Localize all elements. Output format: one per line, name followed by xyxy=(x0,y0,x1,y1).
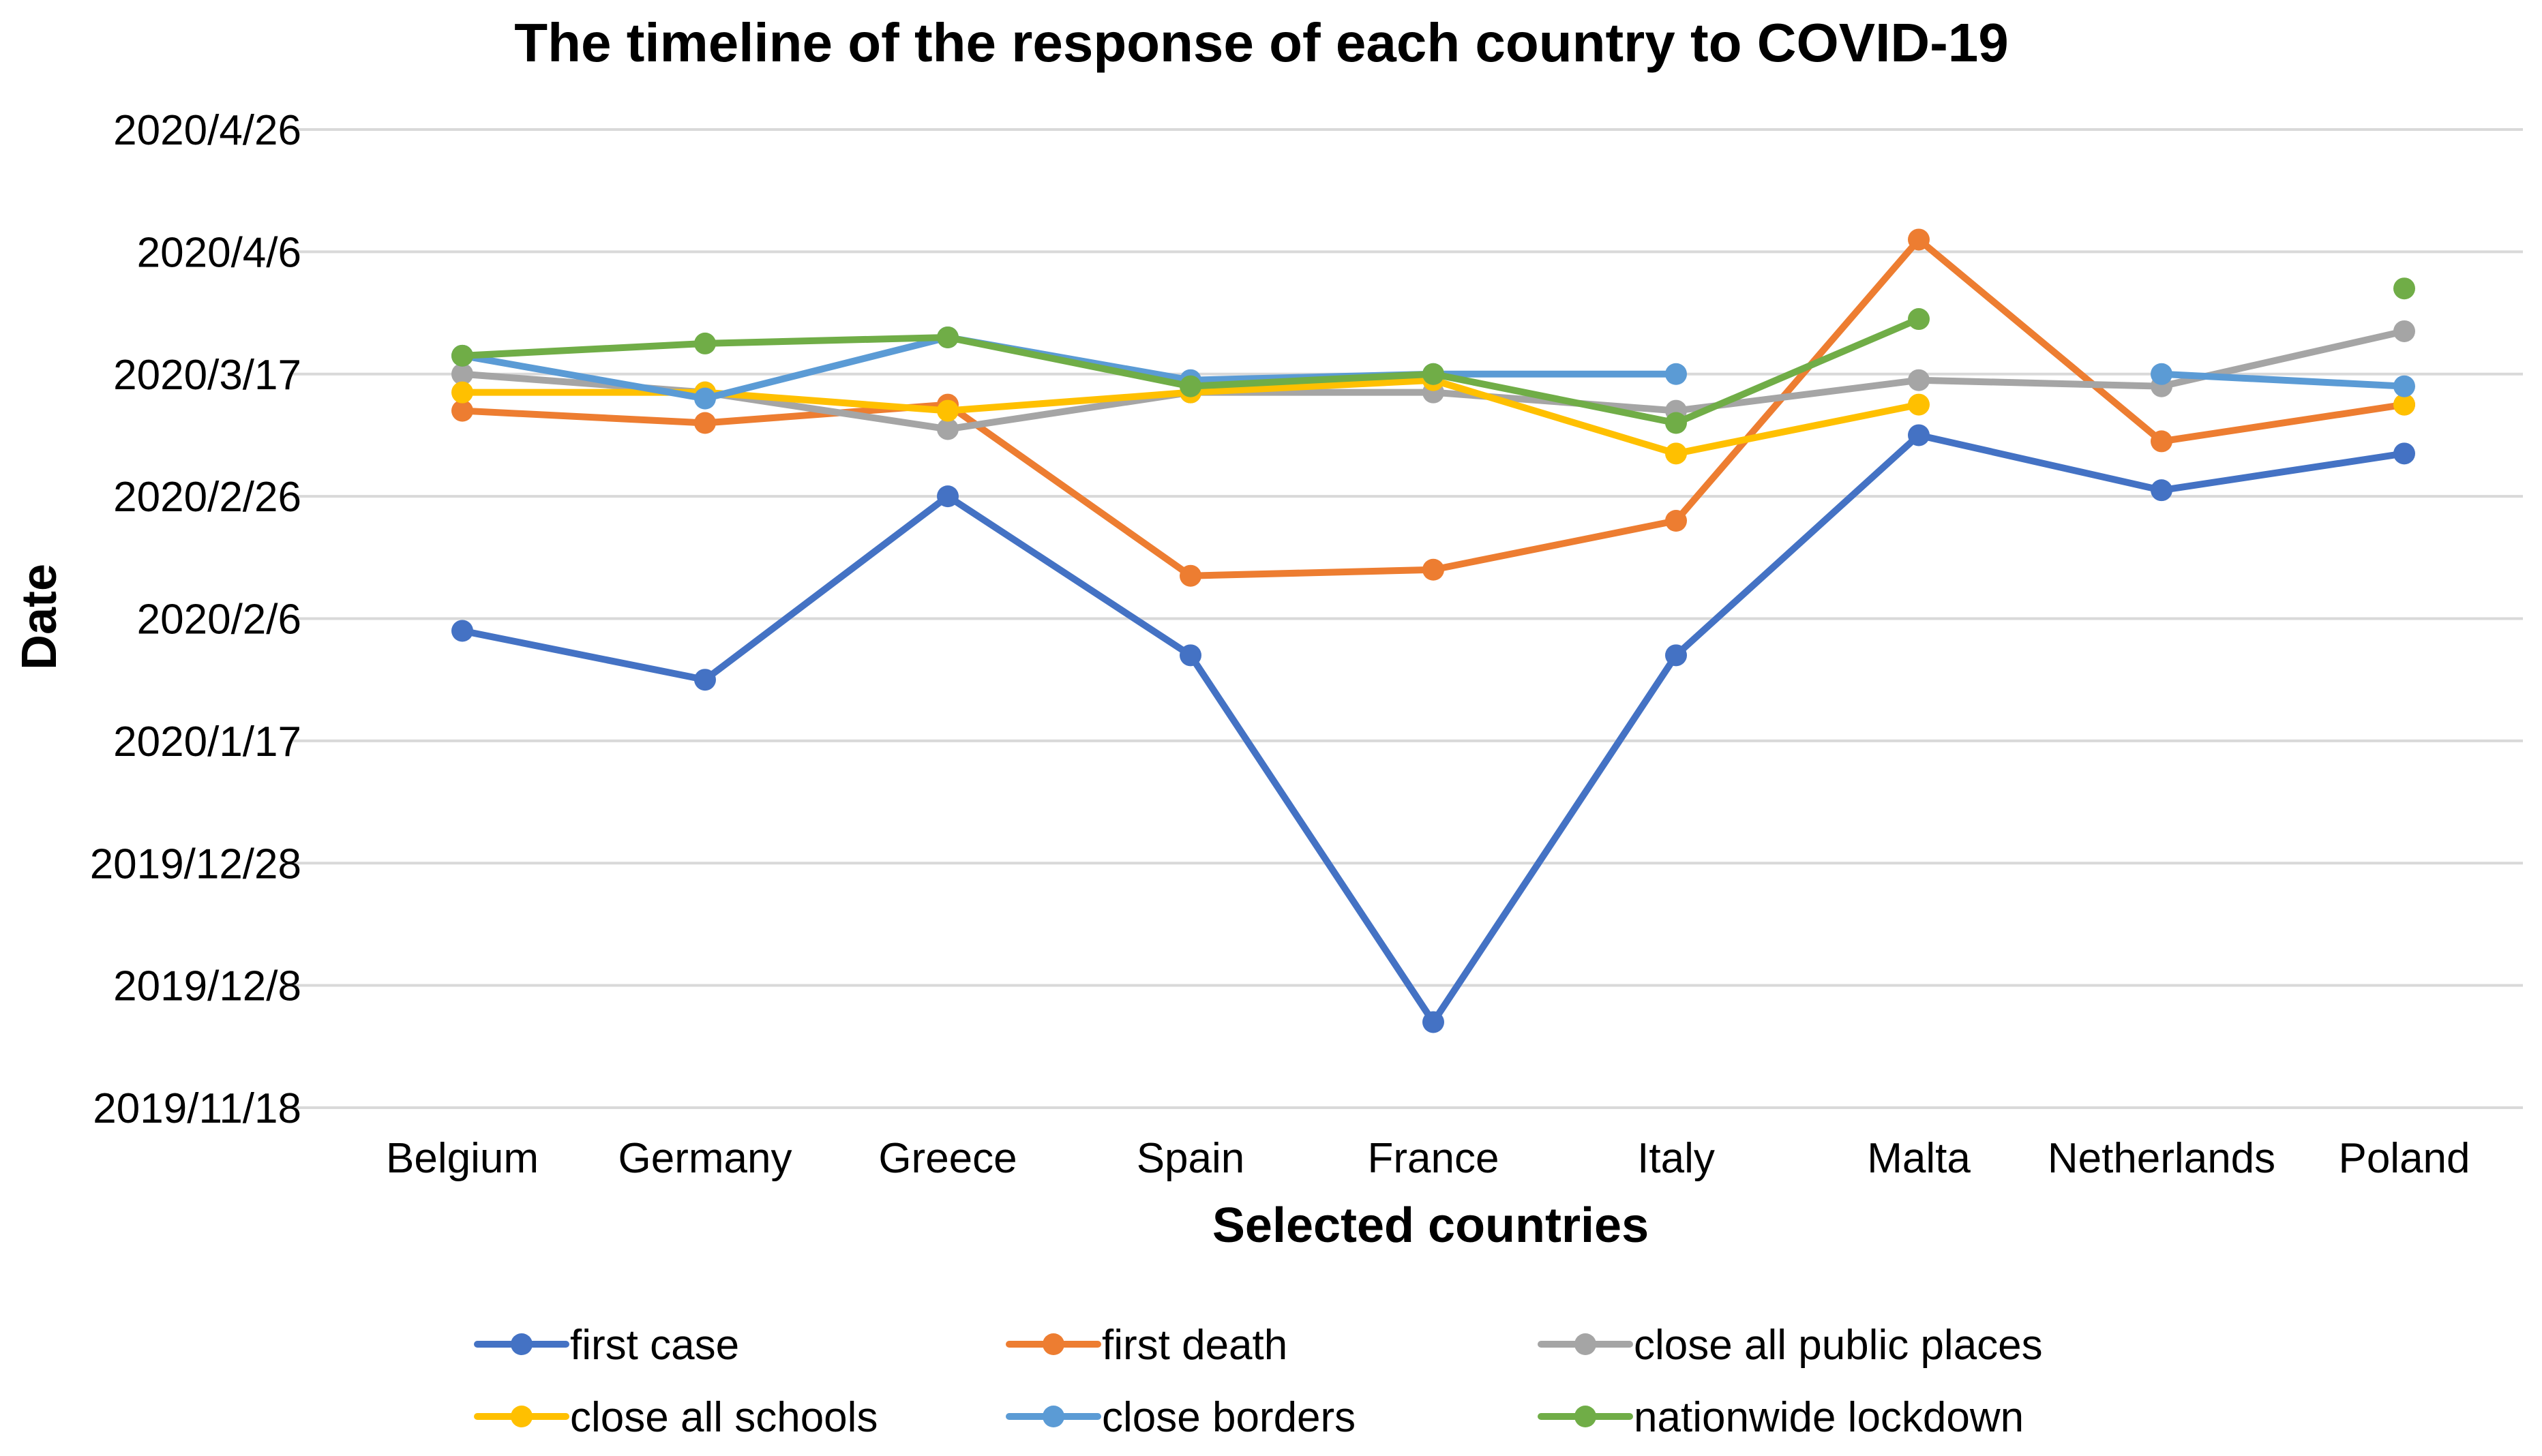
legend-label: close all public places xyxy=(1634,1322,2043,1369)
data-point xyxy=(937,485,959,508)
data-point xyxy=(451,381,473,404)
legend-item: first case xyxy=(474,1322,739,1369)
data-point xyxy=(1180,375,1201,397)
data-point xyxy=(1180,564,1201,587)
legend-label: close all schools xyxy=(570,1394,878,1441)
gridlines xyxy=(293,128,2523,1109)
x-tick-label: Belgium xyxy=(386,1135,539,1182)
legend-swatch-marker xyxy=(1574,1333,1596,1355)
data-point xyxy=(1908,228,1930,251)
data-point xyxy=(1180,644,1201,667)
x-tick-label: Greece xyxy=(878,1135,1017,1182)
legend-swatch-marker xyxy=(1043,1406,1064,1427)
legend: first case first death close all public pl… xyxy=(474,1322,2043,1441)
legend-swatch-marker xyxy=(1043,1333,1064,1355)
data-point xyxy=(1908,308,1930,331)
legend-label: first case xyxy=(570,1322,739,1369)
series-line xyxy=(459,236,2408,579)
x-tick-label: Spain xyxy=(1137,1135,1245,1182)
legend-swatch-marker xyxy=(1574,1406,1596,1427)
legend-item: close all schools xyxy=(474,1394,878,1441)
legend-label: first death xyxy=(1102,1322,1287,1369)
data-point xyxy=(1422,558,1444,581)
y-tick-label: 2020/2/6 xyxy=(137,596,301,643)
data-point xyxy=(694,412,716,434)
y-tick-label: 2019/11/18 xyxy=(93,1085,301,1132)
x-tick-label: Italy xyxy=(1637,1135,1715,1182)
series-first-death xyxy=(451,228,2415,587)
x-tick-label: Malta xyxy=(1867,1135,1971,1182)
legend-item: first death xyxy=(1006,1322,1287,1369)
legend-label: nationwide lockdown xyxy=(1634,1394,2024,1441)
y-tick-label: 2020/4/6 xyxy=(137,229,301,276)
data-point xyxy=(451,399,473,422)
data-point xyxy=(2151,430,2172,453)
legend-item: nationwide lockdown xyxy=(1538,1394,2024,1441)
y-tick-labels: 2019/11/18 2019/12/8 2019/12/28 2020/1/17 20… xyxy=(90,107,301,1132)
data-point xyxy=(2151,479,2172,502)
x-tick-label: Netherlands xyxy=(2048,1135,2275,1182)
x-tick-label: Germany xyxy=(618,1135,792,1182)
x-tick-labels: Belgium Germany Greece Spain France Italy Malt… xyxy=(386,1135,2470,1182)
y-tick-label: 2020/1/17 xyxy=(113,718,301,765)
data-point xyxy=(2393,320,2415,342)
data-point xyxy=(2393,393,2415,416)
data-point xyxy=(451,344,473,367)
data-point xyxy=(1665,412,1687,434)
y-tick-label: 2020/2/26 xyxy=(113,474,301,521)
data-point xyxy=(2393,442,2415,465)
x-axis-title: Selected countries xyxy=(1212,1198,1649,1253)
data-point xyxy=(1665,644,1687,667)
series-line xyxy=(459,431,2408,1026)
data-point xyxy=(451,363,473,385)
legend-item: close borders xyxy=(1006,1394,1356,1441)
series-first-case xyxy=(451,424,2415,1033)
data-point xyxy=(694,332,716,354)
legend-item: close all public places xyxy=(1538,1322,2043,1369)
data-point xyxy=(1908,369,1930,391)
data-point xyxy=(2393,277,2415,300)
y-tick-label: 2019/12/8 xyxy=(113,963,301,1010)
data-point xyxy=(451,620,473,642)
data-point xyxy=(1665,510,1687,532)
data-point xyxy=(1908,393,1930,416)
x-tick-label: France xyxy=(1368,1135,1499,1182)
chart-title: The timeline of the response of each cou… xyxy=(514,12,2008,73)
data-point xyxy=(1908,424,1930,446)
series-lines xyxy=(451,228,2415,1033)
data-point xyxy=(937,326,959,348)
data-point xyxy=(937,418,959,440)
data-point xyxy=(694,669,716,691)
y-tick-label: 2020/3/17 xyxy=(113,352,301,399)
series-line xyxy=(2158,370,2408,390)
legend-swatch-marker xyxy=(511,1406,533,1427)
y-axis-title: Date xyxy=(12,564,67,670)
data-point xyxy=(2151,363,2172,385)
data-point xyxy=(2393,375,2415,397)
series-nationwide-lockdown xyxy=(451,277,2415,434)
y-tick-label: 2020/4/26 xyxy=(113,107,301,154)
legend-label: close borders xyxy=(1102,1394,1356,1441)
data-point xyxy=(1665,363,1687,385)
y-tick-label: 2019/12/28 xyxy=(90,840,301,888)
data-point xyxy=(1665,442,1687,465)
data-point xyxy=(937,399,959,422)
data-point xyxy=(694,387,716,410)
x-tick-label: Poland xyxy=(2338,1135,2470,1182)
data-point xyxy=(1422,363,1444,385)
legend-swatch-marker xyxy=(511,1333,533,1355)
data-point xyxy=(1422,1011,1444,1033)
